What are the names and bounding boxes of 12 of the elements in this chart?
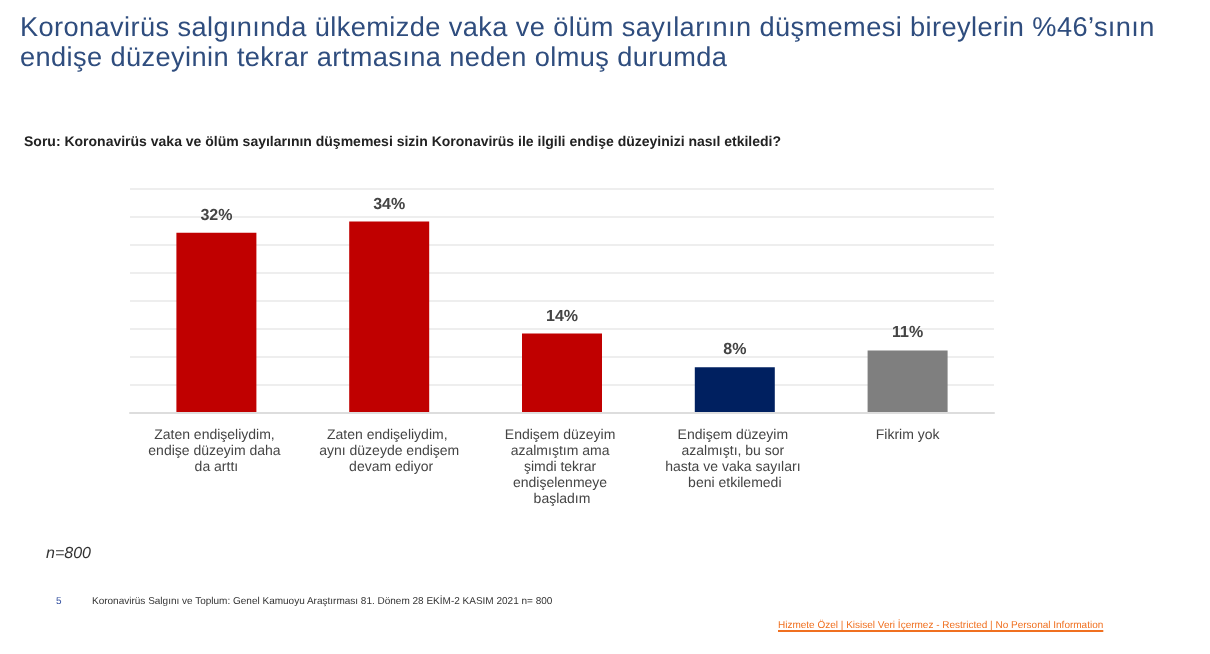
data-label: 34% [373,194,406,213]
data-label: 14% [545,306,579,325]
data-label: 11% [892,323,924,342]
bar [176,232,257,412]
chart-title: Koronavirüs salgınında ülkemizde vaka ve ölüm sayılarının düşmemesi bireylerin %46’sının endişe düzeyinin tekrar artmasına neden olmuş durumda [20,12,1157,72]
bar [349,221,430,412]
data-label: 8% [723,340,747,359]
bar [522,333,602,412]
data-label: 32% [200,205,233,224]
text: n=800 [46,544,91,562]
bar [867,350,948,412]
bar [694,367,775,412]
